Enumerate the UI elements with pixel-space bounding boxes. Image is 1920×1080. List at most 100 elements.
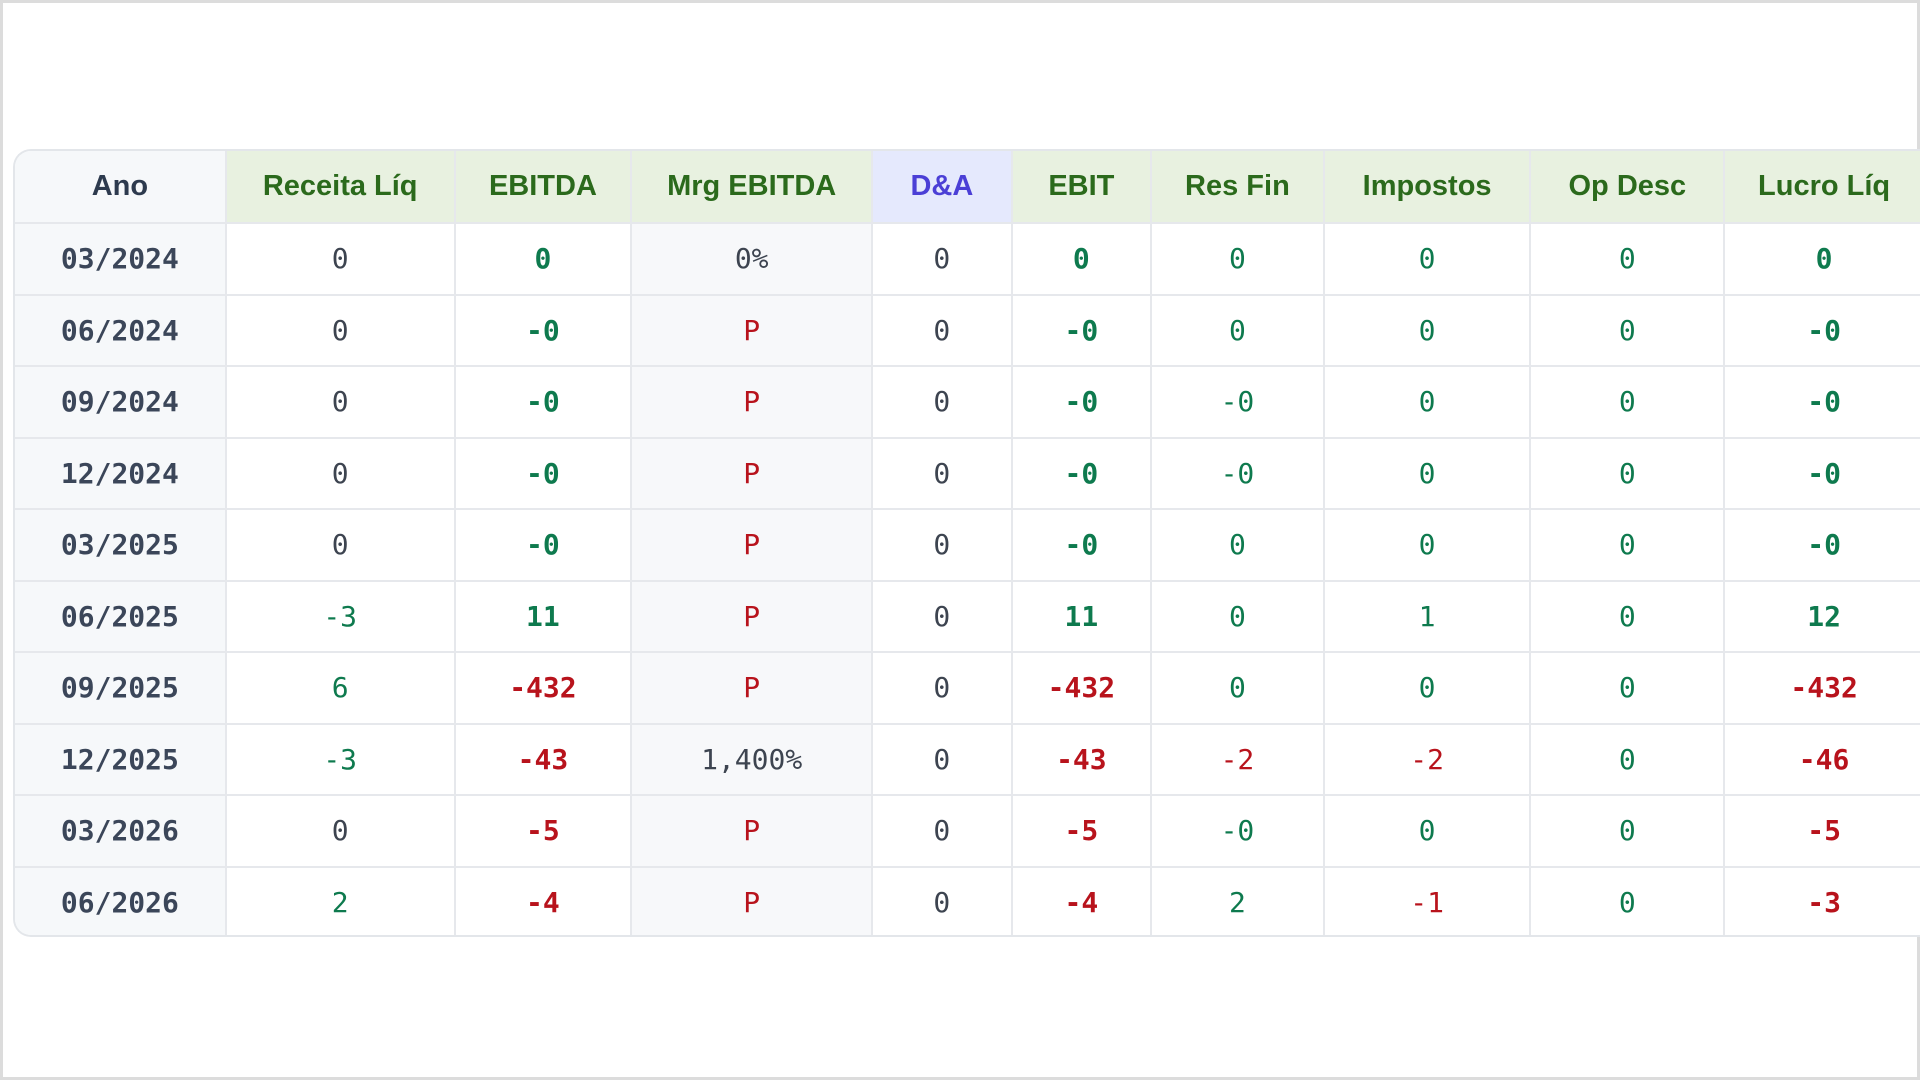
cell-lucro-liq: -5 (1724, 795, 1920, 868)
cell-d-and-a: 0 (872, 866, 1013, 935)
cell-op-desc: 0 (1530, 223, 1726, 296)
cell-mrg-ebitda: P (631, 795, 874, 868)
cell-receita-liq: 0 (225, 795, 456, 868)
header-ebitda[interactable]: EBITDA (454, 151, 633, 224)
cell-ebitda: -5 (454, 795, 633, 868)
cell-op-desc: 0 (1530, 580, 1726, 653)
cell-op-desc: 0 (1530, 723, 1726, 796)
cell-ano: 03/2026 (15, 795, 227, 868)
cell-ebit: -5 (1011, 795, 1153, 868)
cell-lucro-liq: -46 (1724, 723, 1920, 796)
cell-op-desc: 0 (1530, 366, 1726, 439)
cell-res-fin: -2 (1151, 723, 1325, 796)
cell-mrg-ebitda: P (631, 652, 874, 725)
cell-ebit: -432 (1011, 652, 1153, 725)
cell-receita-liq: 0 (225, 223, 456, 296)
cell-ano: 12/2025 (15, 723, 227, 796)
table-row: 03/2025 0 -0 P 0 -0 0 0 0 -0 (15, 509, 1920, 582)
cell-op-desc: 0 (1530, 866, 1726, 935)
table-row: 06/2025 -3 11 P 0 11 0 1 0 12 (15, 580, 1920, 653)
header-lucro-liq[interactable]: Lucro Líq (1724, 151, 1920, 224)
header-receita-liq[interactable]: Receita Líq (225, 151, 456, 224)
header-res-fin[interactable]: Res Fin (1151, 151, 1325, 224)
cell-op-desc: 0 (1530, 652, 1726, 725)
cell-ebitda: 0 (454, 223, 633, 296)
cell-res-fin: 2 (1151, 866, 1325, 935)
table-row: 09/2024 0 -0 P 0 -0 -0 0 0 -0 (15, 366, 1920, 439)
cell-d-and-a: 0 (872, 437, 1013, 510)
cell-d-and-a: 0 (872, 366, 1013, 439)
cell-impostos: 0 (1323, 294, 1532, 367)
cell-mrg-ebitda: P (631, 437, 874, 510)
cell-ebit: -0 (1011, 294, 1153, 367)
cell-d-and-a: 0 (872, 509, 1013, 582)
cell-d-and-a: 0 (872, 580, 1013, 653)
cell-mrg-ebitda: P (631, 580, 874, 653)
cell-res-fin: 0 (1151, 294, 1325, 367)
cell-impostos: 0 (1323, 223, 1532, 296)
cell-impostos: 0 (1323, 437, 1532, 510)
cell-lucro-liq: -0 (1724, 294, 1920, 367)
cell-receita-liq: 0 (225, 509, 456, 582)
cell-impostos: 0 (1323, 509, 1532, 582)
cell-lucro-liq: -0 (1724, 437, 1920, 510)
cell-d-and-a: 0 (872, 795, 1013, 868)
cell-mrg-ebitda: P (631, 509, 874, 582)
cell-impostos: 0 (1323, 795, 1532, 868)
cell-mrg-ebitda: 1,400% (631, 723, 874, 796)
cell-mrg-ebitda: 0% (631, 223, 874, 296)
cell-ano: 09/2025 (15, 652, 227, 725)
cell-ebitda: -432 (454, 652, 633, 725)
cell-ano: 03/2025 (15, 509, 227, 582)
cell-ebit: -0 (1011, 366, 1153, 439)
cell-receita-liq: 6 (225, 652, 456, 725)
cell-impostos: -2 (1323, 723, 1532, 796)
cell-res-fin: -0 (1151, 437, 1325, 510)
cell-ebit: -4 (1011, 866, 1153, 935)
header-op-desc[interactable]: Op Desc (1530, 151, 1726, 224)
cell-ebitda: -0 (454, 294, 633, 367)
cell-ebitda: -0 (454, 509, 633, 582)
cell-ebit: -43 (1011, 723, 1153, 796)
financial-table: Ano Receita Líq EBITDA Mrg EBITDA D&A EB… (15, 151, 1920, 935)
table-row: 03/2026 0 -5 P 0 -5 -0 0 0 -5 (15, 795, 1920, 868)
cell-receita-liq: 0 (225, 294, 456, 367)
header-d-and-a[interactable]: D&A (872, 151, 1013, 224)
cell-op-desc: 0 (1530, 795, 1726, 868)
cell-d-and-a: 0 (872, 294, 1013, 367)
header-row: Ano Receita Líq EBITDA Mrg EBITDA D&A EB… (15, 151, 1920, 224)
cell-lucro-liq: -0 (1724, 509, 1920, 582)
table-row: 03/2024 0 0 0% 0 0 0 0 0 0 (15, 223, 1920, 296)
cell-ebitda: 11 (454, 580, 633, 653)
cell-ebitda: -0 (454, 437, 633, 510)
header-ano[interactable]: Ano (15, 151, 227, 224)
cell-res-fin: -0 (1151, 795, 1325, 868)
cell-ebit: 11 (1011, 580, 1153, 653)
cell-ebit: 0 (1011, 223, 1153, 296)
cell-mrg-ebitda: P (631, 866, 874, 935)
cell-impostos: -1 (1323, 866, 1532, 935)
table-row: 06/2024 0 -0 P 0 -0 0 0 0 -0 (15, 294, 1920, 367)
cell-lucro-liq: 0 (1724, 223, 1920, 296)
cell-ano: 06/2024 (15, 294, 227, 367)
table-body: 03/2024 0 0 0% 0 0 0 0 0 0 06/2024 0 -0 P 0 -0 0 0 0 -0 09/2… (15, 223, 1920, 935)
cell-ano: 09/2024 (15, 366, 227, 439)
header-impostos[interactable]: Impostos (1323, 151, 1532, 224)
cell-lucro-liq: -3 (1724, 866, 1920, 935)
header-mrg-ebitda[interactable]: Mrg EBITDA (631, 151, 874, 224)
cell-ebit: -0 (1011, 437, 1153, 510)
cell-receita-liq: -3 (225, 580, 456, 653)
cell-res-fin: -0 (1151, 366, 1325, 439)
header-ebit[interactable]: EBIT (1011, 151, 1153, 224)
table-row: 09/2025 6 -432 P 0 -432 0 0 0 -432 (15, 652, 1920, 725)
cell-d-and-a: 0 (872, 652, 1013, 725)
cell-mrg-ebitda: P (631, 366, 874, 439)
cell-lucro-liq: 12 (1724, 580, 1920, 653)
cell-op-desc: 0 (1530, 437, 1726, 510)
cell-receita-liq: 0 (225, 366, 456, 439)
table-row: 12/2024 0 -0 P 0 -0 -0 0 0 -0 (15, 437, 1920, 510)
cell-res-fin: 0 (1151, 652, 1325, 725)
cell-ebitda: -4 (454, 866, 633, 935)
cell-d-and-a: 0 (872, 723, 1013, 796)
